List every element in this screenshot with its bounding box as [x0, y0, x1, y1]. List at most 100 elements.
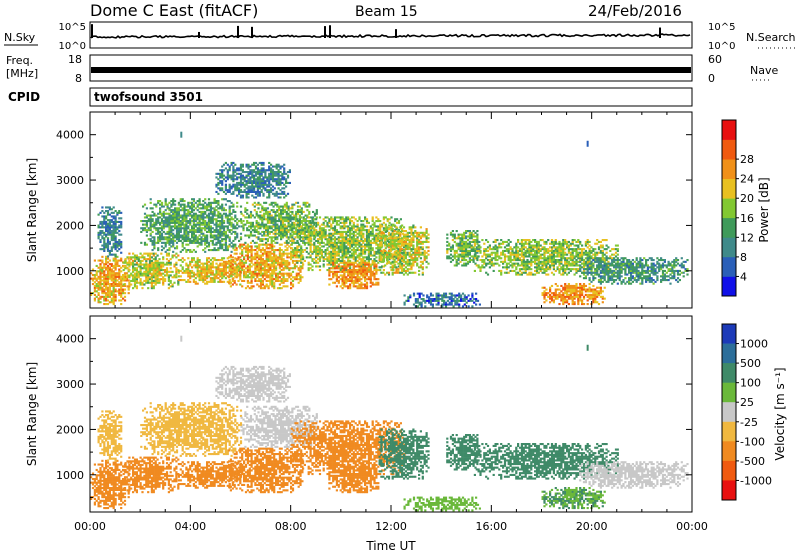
power-echo-cell	[300, 230, 303, 233]
power-echo-cell	[154, 265, 157, 268]
power-echo-cell	[224, 241, 227, 244]
power-echo-cell	[373, 239, 376, 242]
power-echo-cell	[185, 230, 188, 233]
power-echo-cell	[228, 279, 231, 282]
power-echo-cell	[265, 201, 268, 204]
power-echo-cell	[276, 209, 279, 212]
power-echo-cell	[375, 283, 378, 286]
power-echo-cell	[335, 272, 338, 275]
power-echo-cell	[268, 165, 271, 168]
power-echo-cell	[297, 272, 300, 275]
power-echo-cell	[105, 255, 108, 258]
power-echo-cell	[352, 241, 355, 244]
power-echo-cell	[103, 279, 106, 282]
power-echo-cell	[103, 274, 106, 277]
power-echo-cell	[283, 187, 286, 190]
power-echo-cell	[312, 216, 315, 219]
power-echo-cell	[191, 205, 194, 208]
power-echo-cell	[349, 254, 352, 257]
power-echo-cell	[165, 258, 169, 261]
power-echo-cell	[393, 271, 396, 274]
power-echo-cell	[185, 214, 188, 217]
power-echo-cell	[349, 285, 352, 288]
power-echo-cell	[387, 237, 391, 240]
power-echo-cell	[185, 220, 188, 223]
power-echo-region	[290, 216, 406, 272]
power-echo-cell	[377, 252, 380, 255]
power-echo-cell	[242, 229, 245, 232]
power-echo-cell	[217, 200, 220, 203]
power-echo-cell	[99, 274, 102, 277]
power-echo-cell	[291, 254, 295, 257]
power-echo-cell	[369, 241, 372, 244]
power-echo-cell	[114, 246, 117, 249]
power-echo-cell	[282, 252, 285, 255]
power-echo-cell	[246, 247, 249, 250]
power-echo-cell	[112, 206, 115, 209]
power-echo-cell	[238, 262, 241, 265]
power-echo-cell	[262, 176, 265, 179]
power-echo-cell	[148, 276, 152, 279]
power-echo-cell	[245, 181, 248, 184]
power-echo-cell	[175, 274, 178, 277]
power-echo-cell	[114, 259, 117, 262]
power-echo-cell	[265, 254, 268, 257]
power-echo-cell	[354, 261, 357, 264]
power-echo-cell	[260, 163, 263, 166]
power-echo-cell	[97, 293, 100, 296]
power-echo-cell	[168, 223, 171, 226]
power-echo-cell	[267, 287, 270, 290]
power-echo-cell	[305, 223, 308, 226]
power-echo-cell	[123, 284, 127, 287]
power-echo-cell	[271, 285, 274, 288]
power-echo-cell	[221, 171, 224, 174]
power-echo-cell	[254, 261, 257, 264]
power-echo-cell	[114, 244, 117, 247]
power-echo-cell	[168, 239, 171, 242]
power-echo-cell	[276, 220, 279, 223]
power-echo-cell	[335, 265, 338, 268]
power-echo-cell	[141, 256, 144, 259]
power-echo-cell	[177, 225, 180, 228]
power-echo-cell	[246, 279, 249, 282]
power-echo-cell	[402, 244, 406, 247]
power-echo-cell	[260, 183, 263, 186]
power-echo-cell	[377, 278, 380, 281]
power-echo-cell	[217, 214, 220, 217]
power-echo-cell	[296, 212, 300, 215]
power-echo-cell	[112, 237, 115, 240]
power-echo-cell	[215, 172, 218, 175]
power-echo-cell	[105, 235, 108, 238]
power-echo-cell	[206, 225, 209, 228]
power-echo-cell	[384, 230, 387, 233]
power-echo-cell	[181, 268, 184, 271]
power-echo-cell	[236, 218, 239, 221]
power-echo-cell	[148, 270, 152, 273]
power-echo-cell	[118, 233, 121, 236]
noise-ytick-bottom: 10^0	[59, 41, 86, 52]
power-echo-cell	[249, 241, 253, 244]
power-echo-cell	[232, 190, 235, 193]
power-echo-cell	[224, 236, 227, 239]
power-echo-cell	[187, 201, 190, 204]
power-echo-cell	[171, 254, 174, 257]
power-echo-cell	[358, 230, 361, 233]
power-echo-cell	[209, 271, 212, 274]
power-echo-cell	[266, 220, 269, 223]
power-echo-cell	[328, 245, 331, 248]
power-echo-cell	[101, 290, 104, 293]
power-echo-cell	[222, 280, 226, 283]
power-echo-cell	[298, 205, 301, 208]
power-echo-cell	[280, 265, 283, 268]
power-echo-cell	[365, 220, 369, 223]
power-echo-cell	[99, 288, 102, 291]
power-echo-cell	[106, 290, 110, 293]
power-echo-cell	[254, 165, 258, 168]
power-echo-cell	[108, 283, 111, 286]
power-echo-cell	[267, 256, 270, 259]
power-echo-cell	[230, 187, 233, 190]
power-echo-cell	[270, 178, 273, 181]
power-echo-cell	[108, 266, 111, 269]
power-echo-cell	[221, 220, 224, 223]
power-echo-cell	[194, 216, 197, 219]
